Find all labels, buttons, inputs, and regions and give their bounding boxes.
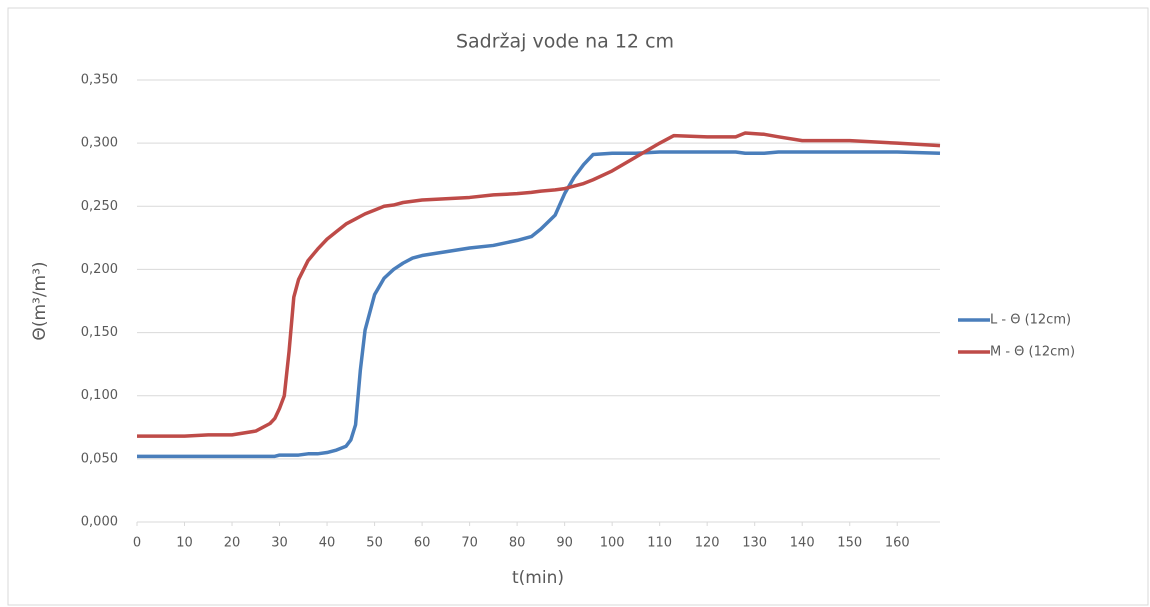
- y-tick-label: 0,050: [81, 451, 118, 466]
- x-tick-label: 130: [742, 536, 767, 551]
- y-tick-label: 0,100: [81, 388, 118, 403]
- x-tick-label: 150: [837, 536, 862, 551]
- x-tick-label: 30: [271, 536, 288, 551]
- chart-title: Sadržaj vode na 12 cm: [456, 31, 674, 53]
- y-tick-label: 0,150: [81, 325, 118, 340]
- x-tick-label: 140: [790, 536, 815, 551]
- legend-label: L - Θ (12cm): [990, 313, 1071, 328]
- x-axis-label: t(min): [512, 568, 564, 588]
- x-tick-label: 10: [176, 536, 193, 551]
- y-tick-label: 0,300: [81, 136, 118, 151]
- x-tick-label: 20: [224, 536, 241, 551]
- chart-frame: [7, 7, 1149, 606]
- x-tick-label: 160: [885, 536, 910, 551]
- y-tick-label: 0,200: [81, 262, 118, 277]
- x-tick-label: 50: [366, 536, 383, 551]
- data-line: [137, 150, 941, 459]
- x-tick-label: 80: [509, 536, 526, 551]
- x-tick-label: 60: [414, 536, 431, 551]
- y-tick-label: 0,350: [81, 73, 118, 88]
- x-tick-label: 0: [133, 536, 141, 551]
- y-tick-label: 0,000: [81, 515, 118, 530]
- legend-label: M - Θ (12cm): [990, 345, 1075, 360]
- x-tick-label: 70: [461, 536, 478, 551]
- y-tick-label: 0,250: [81, 199, 118, 214]
- x-tick-label: 90: [556, 536, 573, 551]
- x-tick-label: 110: [647, 536, 672, 551]
- x-tick-label: 120: [695, 536, 720, 551]
- x-tick-label: 40: [319, 536, 336, 551]
- y-axis-label: Θ(m³/m³): [30, 261, 50, 340]
- data-line: [137, 131, 941, 438]
- x-tick-label: 100: [600, 536, 625, 551]
